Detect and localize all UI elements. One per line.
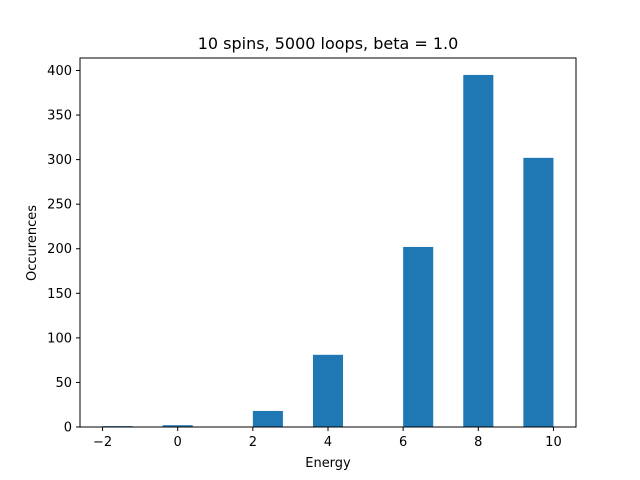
bar-6: [523, 157, 554, 427]
x-axis-label: Energy: [305, 456, 351, 471]
x-tick-label: 2: [249, 435, 257, 450]
y-tick-label: 350: [47, 109, 72, 124]
bar-4: [403, 246, 434, 427]
bar-5: [463, 74, 494, 427]
x-tick-label: 8: [474, 435, 482, 450]
y-tick-label: 200: [47, 242, 72, 257]
y-tick-label: 400: [47, 64, 72, 79]
x-tick-label: 10: [545, 435, 562, 450]
x-tick-label: 4: [324, 435, 332, 450]
y-tick-label: 300: [47, 153, 72, 168]
bar-3: [312, 354, 344, 427]
bar-1: [162, 425, 193, 427]
x-tick-label: 6: [399, 435, 407, 450]
x-tick-label: −2: [93, 435, 112, 450]
y-tick-label: 100: [47, 331, 72, 346]
y-tick-label: 150: [47, 287, 72, 302]
y-tick-label: 250: [47, 198, 72, 213]
plot-frame: [79, 57, 577, 428]
bar-2: [252, 410, 283, 427]
y-tick-label: 50: [55, 376, 72, 391]
x-axis-ticks: −2 0 2 4 6 8 10: [93, 427, 562, 450]
y-axis-ticks: 0 50 100 150 200 250 300 350 400: [47, 64, 80, 436]
y-tick-label: 0: [64, 421, 72, 436]
bars-group: [102, 74, 554, 427]
x-tick-label: 0: [174, 435, 182, 450]
y-axis-label: Occurences: [25, 205, 40, 281]
chart-title: 10 spins, 5000 loops, beta = 1.0: [198, 34, 459, 53]
